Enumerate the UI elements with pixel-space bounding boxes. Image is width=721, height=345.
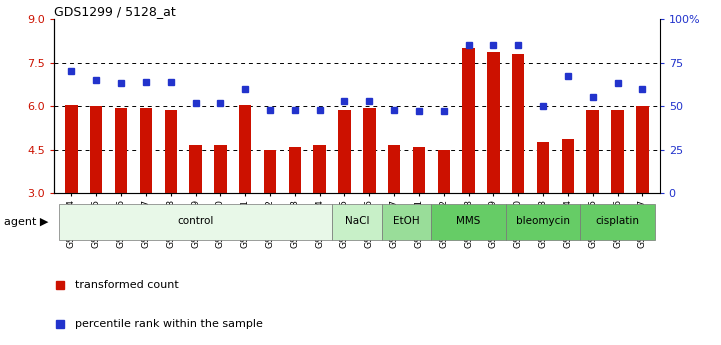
FancyBboxPatch shape [381,204,431,239]
FancyBboxPatch shape [431,204,506,239]
Bar [164,110,177,193]
FancyBboxPatch shape [580,204,655,239]
Text: transformed count: transformed count [75,280,179,290]
Bar [115,108,128,193]
Bar [512,54,524,193]
Text: GDS1299 / 5128_at: GDS1299 / 5128_at [54,5,176,18]
Text: EtOH: EtOH [393,216,420,226]
Bar [388,145,400,193]
Bar [264,150,276,193]
Bar [363,108,376,193]
Bar [562,139,574,193]
FancyBboxPatch shape [332,204,381,239]
Bar [239,105,252,193]
Text: agent ▶: agent ▶ [4,217,48,227]
Bar [438,150,450,193]
Bar [487,52,500,193]
Bar [462,48,475,193]
Bar [636,106,649,193]
Bar [65,105,78,193]
Bar [586,110,599,193]
Text: cisplatin: cisplatin [596,216,640,226]
Text: percentile rank within the sample: percentile rank within the sample [75,319,263,329]
Bar [90,106,102,193]
Bar [288,147,301,193]
Bar [190,145,202,193]
Bar [537,142,549,193]
FancyBboxPatch shape [59,204,332,239]
FancyBboxPatch shape [506,204,580,239]
Text: NaCl: NaCl [345,216,369,226]
Bar [214,145,226,193]
Bar [412,147,425,193]
Text: control: control [177,216,213,226]
Bar [140,108,152,193]
Bar [611,110,624,193]
Text: MMS: MMS [456,216,481,226]
Bar [338,110,350,193]
Bar [314,145,326,193]
Text: bleomycin: bleomycin [516,216,570,226]
